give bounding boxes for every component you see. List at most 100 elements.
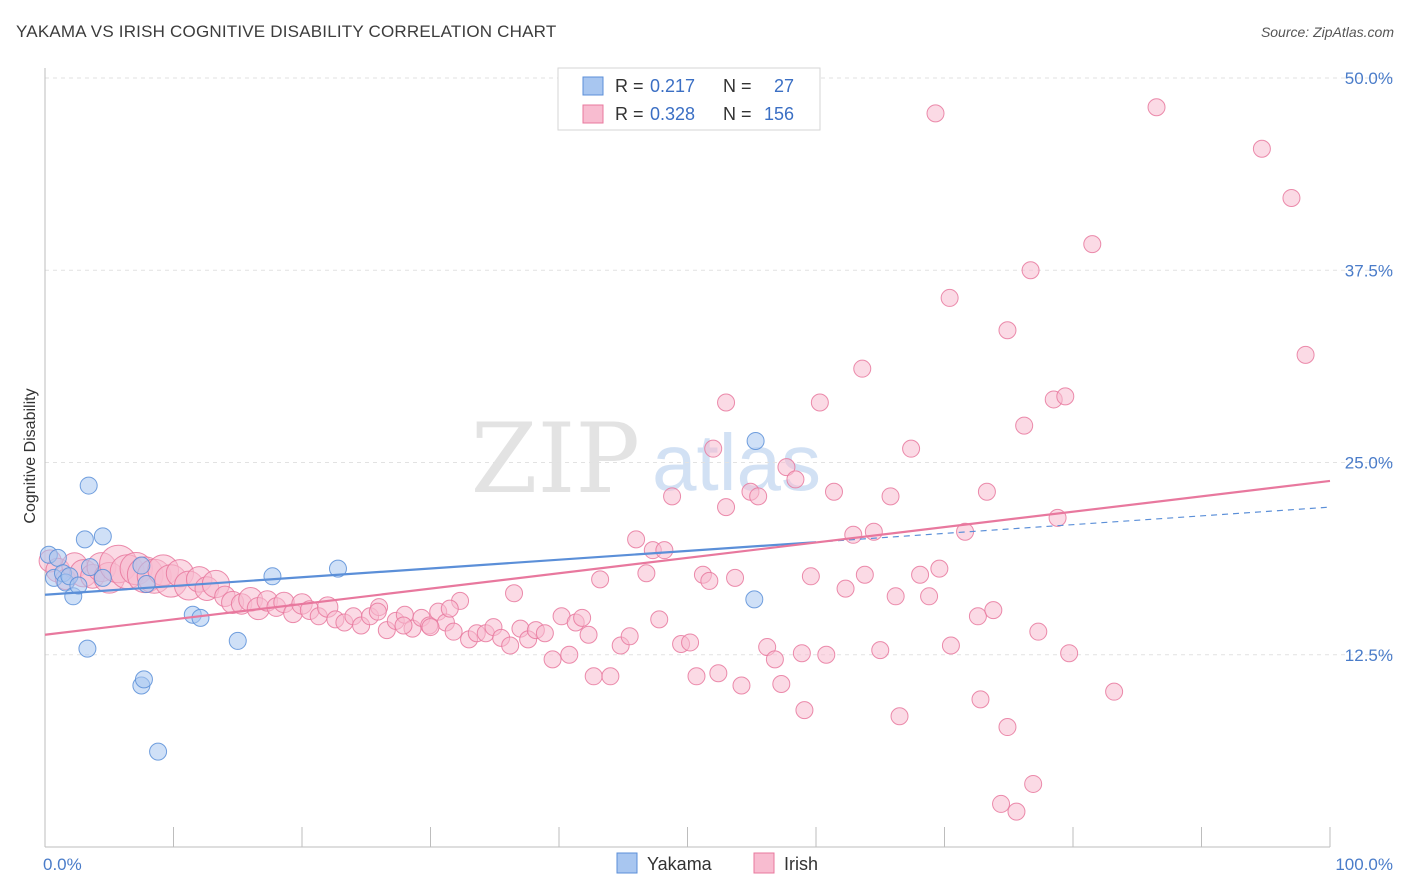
irish-point: [992, 794, 1011, 813]
irish-point: [440, 599, 459, 618]
grid-lines: [45, 77, 1396, 656]
legend-swatch-yakama: [616, 852, 638, 874]
y-tick-label: 50.0%: [1345, 69, 1393, 88]
irish-point: [601, 667, 620, 686]
legend-r-value: 0.217: [650, 76, 695, 96]
irish-point: [1083, 235, 1102, 254]
irish-point: [681, 633, 700, 652]
y-tick-label: 12.5%: [1345, 646, 1393, 665]
legend-swatch-irish: [753, 852, 775, 874]
irish-point: [1296, 345, 1315, 364]
yakama-point: [80, 558, 99, 577]
irish-point: [584, 667, 603, 686]
irish-point: [700, 571, 719, 590]
irish-point: [704, 439, 723, 458]
irish-point: [765, 650, 784, 669]
irish-point: [836, 579, 855, 598]
y-axis-title: Cognitive Disability: [22, 388, 39, 523]
axes: [44, 68, 1331, 848]
irish-point: [801, 567, 820, 586]
irish-trend-line: [44, 479, 1331, 636]
irish-point: [886, 587, 905, 606]
legend-r-value: 0.328: [650, 104, 695, 124]
irish-point: [687, 667, 706, 686]
trend-lines: [44, 479, 1331, 636]
irish-point: [579, 625, 598, 644]
irish-point: [920, 587, 939, 606]
irish-point: [911, 565, 930, 584]
irish-point: [824, 482, 843, 501]
yakama-point: [78, 639, 97, 658]
irish-point: [926, 104, 945, 123]
irish-point: [786, 470, 805, 489]
yakama-point: [149, 742, 168, 761]
irish-point: [941, 636, 960, 655]
chart-title: YAKAMA VS IRISH COGNITIVE DISABILITY COR…: [16, 22, 557, 41]
yakama-point: [93, 568, 112, 587]
legend-swatch: [582, 76, 604, 96]
irish-point: [573, 608, 592, 627]
irish-point: [726, 568, 745, 587]
irish-point: [772, 674, 791, 693]
irish-point: [505, 584, 524, 603]
watermark-zip: ZIP: [471, 403, 640, 515]
irish-point: [890, 707, 909, 726]
irish-point: [1105, 682, 1124, 701]
yakama-point: [69, 576, 88, 595]
legend-label-yakama: Yakama: [647, 854, 713, 874]
legend-n-label: N =: [723, 76, 752, 96]
irish-point: [749, 487, 768, 506]
irish-point: [968, 607, 987, 626]
irish-point: [717, 498, 736, 517]
x-tick-label: 100.0%: [1335, 855, 1393, 874]
irish-point: [902, 439, 921, 458]
irish-point: [655, 541, 674, 560]
irish-point: [709, 664, 728, 683]
irish-point: [998, 321, 1017, 340]
legend-n-label: N =: [723, 104, 752, 124]
irish-point: [940, 288, 959, 307]
irish-point: [1015, 416, 1034, 435]
irish-point: [663, 487, 682, 506]
yakama-point: [75, 530, 94, 549]
yakama-point: [263, 567, 282, 586]
irish-point: [394, 616, 413, 635]
yakama-point: [228, 631, 247, 650]
yakama-point: [328, 559, 347, 578]
source-label: Source: ZipAtlas.com: [1260, 24, 1394, 40]
legend-r-label: R =: [615, 76, 644, 96]
irish-point: [795, 701, 814, 720]
irish-point: [1252, 139, 1271, 158]
irish-point: [1147, 98, 1166, 117]
yakama-point: [48, 548, 67, 567]
irish-point: [971, 690, 990, 709]
irish-point: [1056, 387, 1075, 406]
irish-point: [501, 636, 520, 655]
irish-point: [855, 565, 874, 584]
irish-point: [543, 650, 562, 669]
irish-point: [930, 559, 949, 578]
yakama-point: [134, 670, 153, 689]
irish-point: [881, 487, 900, 506]
irish-point: [1021, 261, 1040, 280]
irish-point: [792, 644, 811, 663]
legend-label-irish: Irish: [784, 854, 818, 874]
legend-n-value: 156: [764, 104, 794, 124]
irish-point: [998, 718, 1017, 737]
legend-swatch: [582, 104, 604, 124]
yakama-point: [137, 575, 156, 594]
x-tick-label: 0.0%: [43, 855, 82, 874]
yakama-trend-extension: [815, 506, 1331, 543]
yakama-point: [745, 590, 764, 609]
yakama-point: [746, 431, 765, 450]
legend-top: R = 0.217 N = 27 R = 0.328 N = 156: [557, 67, 821, 131]
irish-point: [444, 622, 463, 641]
irish-point: [810, 393, 829, 412]
irish-point: [1007, 802, 1026, 821]
irish-point: [535, 624, 554, 643]
irish-point: [853, 359, 872, 378]
irish-point: [637, 564, 656, 583]
irish-point: [777, 458, 796, 477]
irish-point: [650, 610, 669, 629]
